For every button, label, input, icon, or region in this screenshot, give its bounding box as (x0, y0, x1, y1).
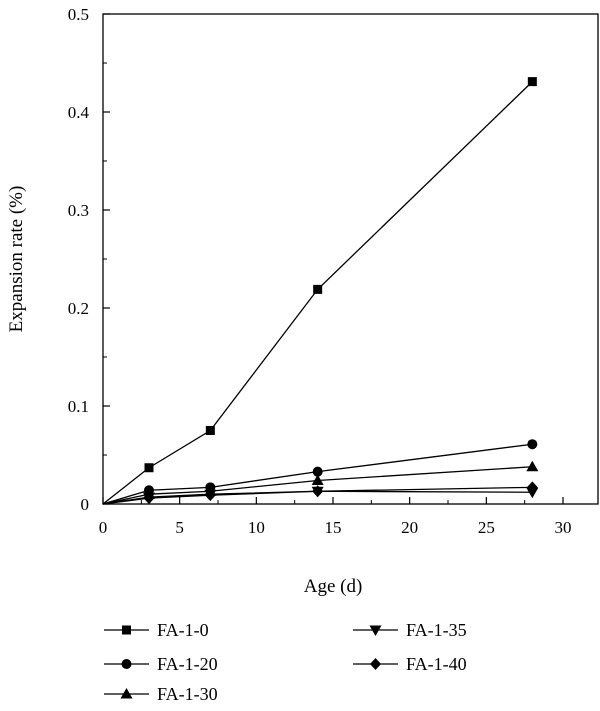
legend-marker (370, 658, 381, 670)
legend-marker (120, 688, 133, 699)
y-tick-label: 0 (81, 495, 90, 514)
data-point (311, 474, 324, 485)
x-tick-label: 0 (99, 518, 108, 537)
x-axis-title: Age (d) (304, 576, 363, 597)
legend-label: FA-1-30 (157, 684, 218, 704)
legend-item: FA-1-20 (104, 654, 218, 674)
y-tick-label: 0.4 (68, 103, 90, 122)
series-fa-1-40 (102, 481, 538, 505)
legend: FA-1-0 FA-1-20 FA-1-30 FA-1-35 FA-1-40 (104, 620, 467, 704)
legend-item: FA-1-0 (104, 620, 209, 640)
legend-marker (369, 625, 382, 636)
x-tick-label: 5 (175, 518, 184, 537)
legend-item: FA-1-35 (353, 620, 467, 640)
data-point (527, 77, 537, 87)
data-point (526, 481, 538, 494)
legend-marker (121, 659, 132, 669)
data-point (526, 460, 539, 472)
legend-label: FA-1-35 (406, 620, 467, 640)
y-tick-label: 0.2 (68, 299, 89, 318)
y-tick-label: 0.3 (68, 201, 89, 220)
legend-label: FA-1-0 (157, 620, 209, 640)
data-point (143, 492, 155, 505)
legend-label: FA-1-20 (157, 654, 218, 674)
x-tick-label: 30 (555, 518, 572, 537)
y-tick-label: 0.5 (68, 5, 89, 24)
x-tick-label: 20 (401, 518, 418, 537)
data-point (205, 426, 215, 435)
axes: 0 5 10 15 20 25 30 0 0.1 0.2 0.3 0.4 0.5 Age (d) Expan… (6, 5, 599, 597)
data-point (312, 485, 324, 498)
data-point (527, 439, 538, 450)
data-point (313, 284, 323, 294)
data-point (312, 466, 323, 477)
legend-marker (122, 625, 131, 635)
legend-item: FA-1-40 (353, 654, 467, 674)
plot-series (102, 77, 539, 505)
x-tick-label: 25 (478, 518, 495, 537)
y-tick-label: 0.1 (68, 397, 89, 416)
x-tick-label: 10 (248, 518, 265, 537)
series-fa-1-0 (102, 77, 537, 505)
legend-item: FA-1-30 (104, 684, 218, 704)
plot-frame (102, 13, 599, 505)
y-axis-title: Expansion rate (%) (6, 186, 27, 333)
legend-label: FA-1-40 (406, 654, 467, 674)
data-point (144, 463, 154, 473)
x-tick-label: 15 (325, 518, 342, 537)
data-point (204, 489, 216, 502)
